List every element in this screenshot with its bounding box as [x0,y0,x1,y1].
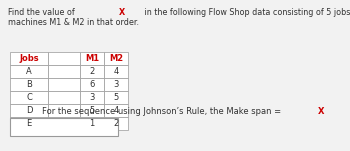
Text: 3: 3 [89,93,95,102]
Bar [10,78,48,91]
Bar [48,117,80,130]
Bar [10,117,48,130]
Bar [10,65,48,78]
Text: C: C [26,93,32,102]
Text: D: D [26,106,32,115]
Text: 6: 6 [89,80,95,89]
Bar [104,117,128,130]
Bar [104,52,128,65]
Bar [10,91,48,104]
Bar [80,104,104,117]
Text: 5: 5 [89,106,94,115]
Text: in the following Flow Shop data consisting of 5 jobs which are to be processed o: in the following Flow Shop data consisti… [142,8,350,17]
Bar [10,118,118,136]
Text: 1: 1 [89,119,94,128]
Bar [80,78,104,91]
Text: 4: 4 [113,106,119,115]
Text: Jobs: Jobs [19,54,39,63]
Bar [48,104,80,117]
Bar [80,91,104,104]
Bar [104,91,128,104]
Text: A: A [26,67,32,76]
Bar [104,78,128,91]
Bar [10,104,48,117]
Text: For the sequence using Johnson’s Rule, the Make span =: For the sequence using Johnson’s Rule, t… [42,107,284,116]
Bar [104,104,128,117]
Text: M2: M2 [109,54,123,63]
Bar [104,65,128,78]
Bar [48,91,80,104]
Text: 2: 2 [89,67,94,76]
Text: 2: 2 [113,119,119,128]
Bar [48,78,80,91]
Text: 5: 5 [113,93,119,102]
Bar [48,65,80,78]
Text: X: X [119,8,125,17]
Bar [80,117,104,130]
Bar [10,52,48,65]
Bar [48,52,80,65]
Text: B: B [26,80,32,89]
Bar [80,65,104,78]
Text: 3: 3 [113,80,119,89]
Text: machines M1 & M2 in that order.: machines M1 & M2 in that order. [8,18,139,27]
Text: 4: 4 [113,67,119,76]
Text: E: E [26,119,32,128]
Text: X: X [318,107,324,116]
Text: M1: M1 [85,54,99,63]
Text: Find the value of: Find the value of [8,8,77,17]
Bar [80,52,104,65]
